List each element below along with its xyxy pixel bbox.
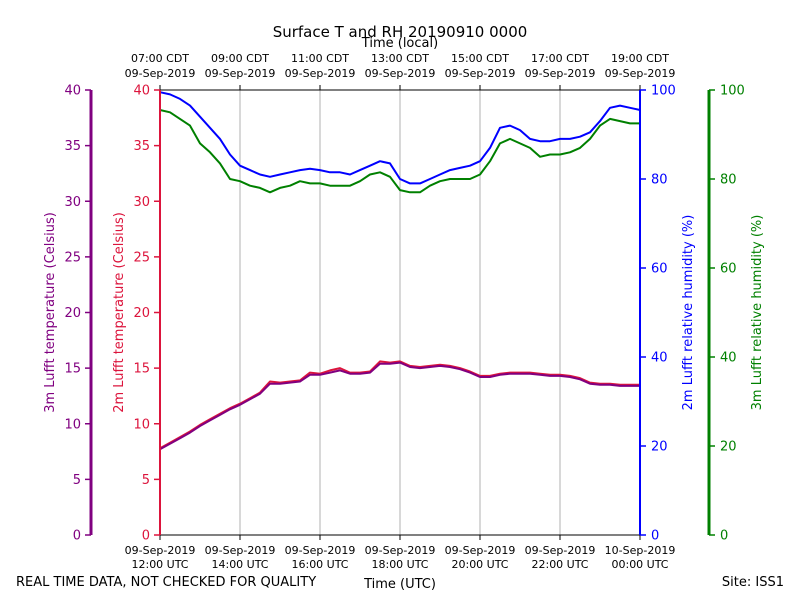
x-tick-label-time: 14:00 UTC xyxy=(211,558,268,571)
axis-3m-temp-tick-label: 40 xyxy=(64,84,81,99)
axis-2m-rh-tick-label: 20 xyxy=(651,440,668,455)
x-tick-label-date: 09-Sep-2019 xyxy=(365,544,436,557)
x-top-tick-label-time: 17:00 CDT xyxy=(531,52,589,65)
x-tick-label-date: 10-Sep-2019 xyxy=(605,544,676,557)
axis-2m-temp-tick-label: 35 xyxy=(133,139,150,154)
axis-3m-temp-tick-label: 20 xyxy=(64,306,81,321)
axis-2m-temp-tick-label: 5 xyxy=(142,473,150,488)
axis-3m-rh-tick-label: 20 xyxy=(720,440,737,455)
bottom-x-axis-label: Time (UTC) xyxy=(363,577,436,592)
axis-3m-temp-tick-label: 0 xyxy=(73,529,81,544)
axis-3m-rh-tick-label: 100 xyxy=(720,84,745,99)
x-tick-label-time: 16:00 UTC xyxy=(291,558,348,571)
x-tick-label-time: 12:00 UTC xyxy=(131,558,188,571)
site-label: Site: ISS1 xyxy=(721,575,784,590)
x-tick-label-date: 09-Sep-2019 xyxy=(205,544,276,557)
axis-3m-temp-tick-label: 15 xyxy=(64,362,81,377)
axis-2m-temp-tick-label: 15 xyxy=(133,362,150,377)
x-tick-label-date: 09-Sep-2019 xyxy=(285,544,356,557)
axis-2m-temp-tick-label: 25 xyxy=(133,250,150,265)
x-top-tick-label-date: 09-Sep-2019 xyxy=(365,67,436,80)
axis-2m-temp-tick-label: 0 xyxy=(142,529,150,544)
x-tick-label-date: 09-Sep-2019 xyxy=(525,544,596,557)
x-top-tick-label-date: 09-Sep-2019 xyxy=(605,67,676,80)
top-x-axis-label: Time (local) xyxy=(361,36,438,51)
axis-3m-rh-tick-label: 40 xyxy=(720,351,737,366)
x-top-tick-label-time: 11:00 CDT xyxy=(291,52,349,65)
axis-2m-temp-title: 2m Lufft temperature (Celsius) xyxy=(112,212,127,413)
grid-lines xyxy=(239,90,561,535)
axis-3m-temp-tick-label: 10 xyxy=(64,417,81,432)
x-top-tick-label-time: 09:00 CDT xyxy=(211,52,269,65)
axis-3m-rh-tick-label: 80 xyxy=(720,173,737,188)
axis-3m-temp-tick-label: 5 xyxy=(73,473,81,488)
x-top-tick-label-time: 19:00 CDT xyxy=(611,52,669,65)
x-tick-label-date: 09-Sep-2019 xyxy=(125,544,196,557)
axis-2m-temp-tick-label: 40 xyxy=(133,84,150,99)
axis-2m-temp-tick-label: 30 xyxy=(133,195,150,210)
axis-2m-temp-tick-label: 20 xyxy=(133,306,150,321)
x-top-tick-label-date: 09-Sep-2019 xyxy=(125,67,196,80)
x-tick-label-time: 22:00 UTC xyxy=(531,558,588,571)
series-2m-lufft-relative-humidity xyxy=(159,91,641,185)
quality-disclaimer: REAL TIME DATA, NOT CHECKED FOR QUALITY xyxy=(16,575,317,590)
x-top-tick-label-date: 09-Sep-2019 xyxy=(205,67,276,80)
x-tick-label-time: 18:00 UTC xyxy=(371,558,428,571)
axis-2m-rh-tick-label: 100 xyxy=(651,84,676,99)
axis-2m-rh-tick-label: 80 xyxy=(651,173,668,188)
x-top-tick-label-date: 09-Sep-2019 xyxy=(445,67,516,80)
x-tick-label-time: 00:00 UTC xyxy=(611,558,668,571)
axis-2m-rh-tick-label: 40 xyxy=(651,351,668,366)
axis-3m-rh-title: 3m Lufft relative humidity (%) xyxy=(750,215,765,411)
x-tick-label-time: 20:00 UTC xyxy=(451,558,508,571)
x-top-tick-label-time: 13:00 CDT xyxy=(371,52,429,65)
axis-2m-temp-tick-label: 10 xyxy=(133,417,150,432)
axis-3m-temp-tick-label: 25 xyxy=(64,250,81,265)
chart-title: Surface T and RH 20190910 0000 xyxy=(273,23,528,41)
axis-2m-rh-tick-label: 0 xyxy=(651,529,659,544)
axis-3m-temp-tick-label: 35 xyxy=(64,139,81,154)
axis-3m-rh-tick-label: 60 xyxy=(720,262,737,277)
axis-2m-rh-tick-label: 60 xyxy=(651,262,668,277)
series-3m-lufft-relative-humidity xyxy=(159,109,640,194)
plot-series xyxy=(159,91,641,451)
x-top-tick-label-time: 07:00 CDT xyxy=(131,52,189,65)
axis-2m-rh-title: 2m Lufft relative humidity (%) xyxy=(681,215,696,411)
axis-3m-rh-tick-label: 0 xyxy=(720,529,728,544)
axis-3m-temp-title: 3m Lufft temperature (Celsius) xyxy=(43,212,58,413)
series-3m-lufft-temperature xyxy=(159,361,640,451)
axis-3m-temp-tick-label: 30 xyxy=(64,195,81,210)
x-top-tick-label-date: 09-Sep-2019 xyxy=(285,67,356,80)
x-top-tick-label-date: 09-Sep-2019 xyxy=(525,67,596,80)
x-top-tick-label-time: 15:00 CDT xyxy=(451,52,509,65)
x-tick-label-date: 09-Sep-2019 xyxy=(445,544,516,557)
